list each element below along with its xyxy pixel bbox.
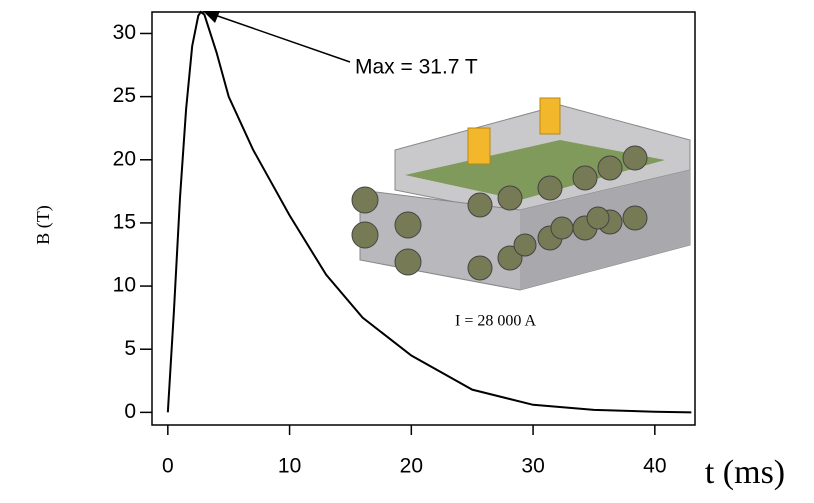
y-tick-label: 10 [113,274,136,297]
y-tick-label: 0 [124,400,136,423]
x-tick-label: 30 [521,455,544,478]
y-tick-label: 30 [113,21,136,44]
y-tick-label: 25 [113,84,136,107]
max-annotation: Max = 31.7 T [355,56,478,79]
y-axis-label: B (T) [33,205,54,245]
x-axis-label: t (ms) [705,454,785,491]
plot-frame [151,11,696,426]
y-tick-label: 20 [113,147,136,170]
x-tick-label: 40 [643,455,666,478]
annotation-arrow [211,13,351,63]
x-tick-label: 0 [162,455,174,478]
inset-illustration [351,97,691,291]
arrow-head [203,11,220,23]
x-tick-label: 20 [400,455,423,478]
data-line [166,10,692,414]
x-tick-label: 10 [278,455,301,478]
y-tick-label: 15 [113,210,136,233]
y-tick-label: 5 [124,337,136,360]
current-annotation: I = 28 000 A [455,313,536,330]
